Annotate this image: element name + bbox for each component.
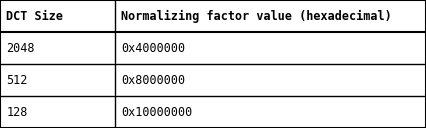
Text: Normalizing factor value (hexadecimal): Normalizing factor value (hexadecimal) xyxy=(121,9,392,23)
Text: DCT Size: DCT Size xyxy=(6,9,63,23)
Text: 0x10000000: 0x10000000 xyxy=(121,105,193,119)
Text: 128: 128 xyxy=(6,105,28,119)
Text: 2048: 2048 xyxy=(6,41,35,55)
Text: 0x4000000: 0x4000000 xyxy=(121,41,186,55)
Text: 0x8000000: 0x8000000 xyxy=(121,73,186,87)
Text: 512: 512 xyxy=(6,73,28,87)
